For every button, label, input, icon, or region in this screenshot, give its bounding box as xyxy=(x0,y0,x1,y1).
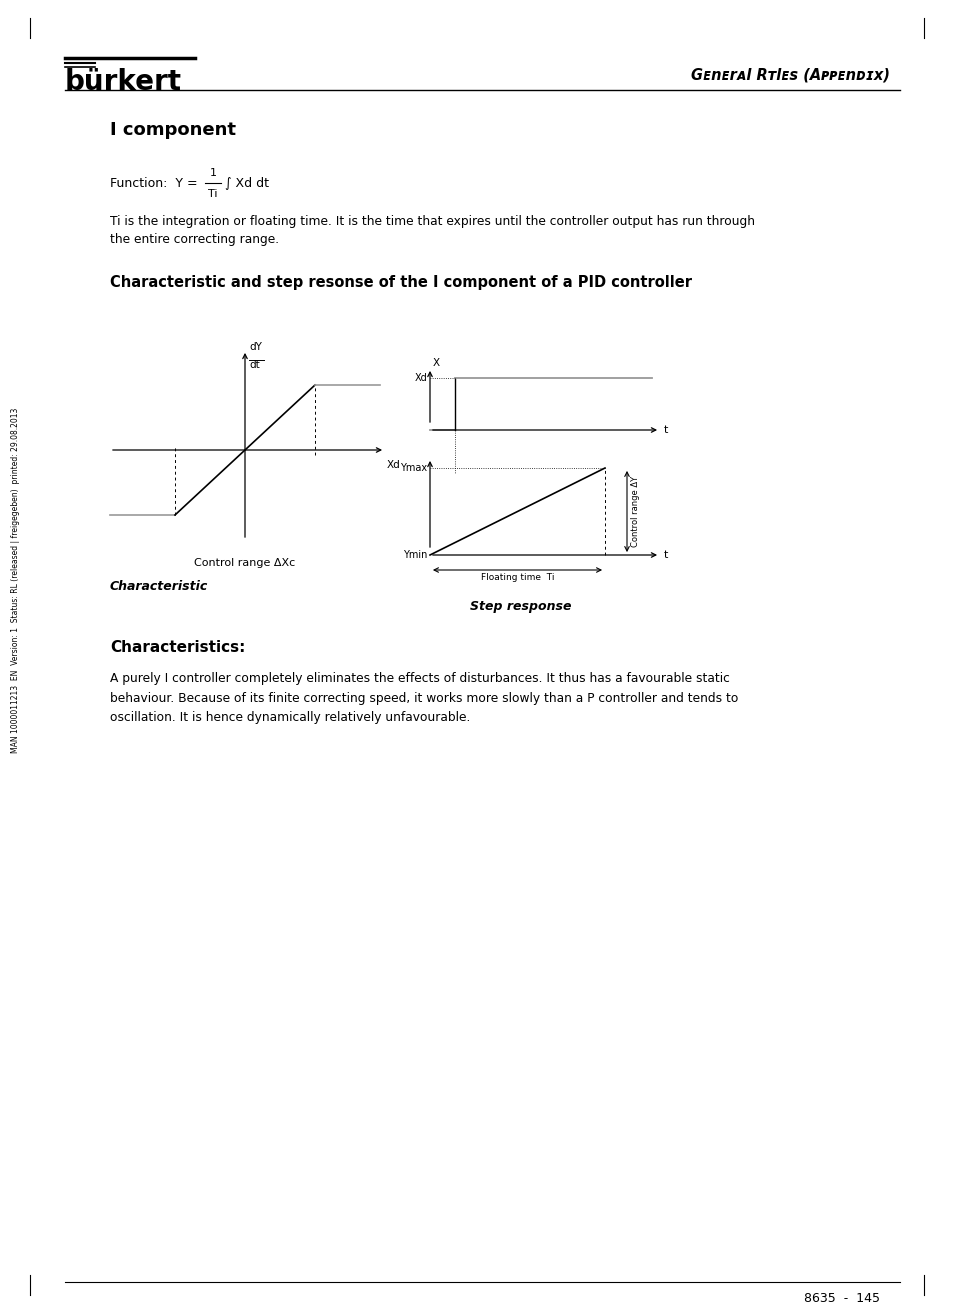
Text: 1: 1 xyxy=(210,168,216,178)
Text: t: t xyxy=(663,550,668,560)
Text: Xd: Xd xyxy=(414,373,427,383)
Text: Gᴇnᴇrᴀl Rᴛlᴇs (Aᴘᴘᴇnᴅɪx): Gᴇnᴇrᴀl Rᴛlᴇs (Aᴘᴘᴇnᴅɪx) xyxy=(690,67,889,83)
Text: X: X xyxy=(433,358,439,368)
Text: Ti is the integration or floating time. It is the time that expires until the co: Ti is the integration or floating time. … xyxy=(110,214,754,227)
Text: bürkert: bürkert xyxy=(65,68,182,96)
Text: 8635  -  145: 8635 - 145 xyxy=(803,1291,879,1304)
Text: Function:  Y =: Function: Y = xyxy=(110,176,201,189)
Text: Characteristic and step resonse of the I component of a PID controller: Characteristic and step resonse of the I… xyxy=(110,275,691,291)
Text: Step response: Step response xyxy=(470,600,571,613)
Text: Ti: Ti xyxy=(208,189,217,199)
Text: Xd: Xd xyxy=(387,460,400,469)
Text: Control range ΔY: Control range ΔY xyxy=(630,476,639,547)
Text: dt: dt xyxy=(249,360,259,370)
Text: A purely I controller completely eliminates the effects of disturbances. It thus: A purely I controller completely elimina… xyxy=(110,672,738,725)
Text: the entire correcting range.: the entire correcting range. xyxy=(110,233,279,246)
Text: Characteristic: Characteristic xyxy=(110,580,208,593)
Text: MAN 1000011213  EN  Version: 1  Status: RL (released | freigegeben)  printed: 29: MAN 1000011213 EN Version: 1 Status: RL … xyxy=(11,408,20,752)
Text: Control range ΔXc: Control range ΔXc xyxy=(194,558,295,568)
Text: I component: I component xyxy=(110,121,235,139)
Text: Ymax: Ymax xyxy=(399,463,427,473)
Text: t: t xyxy=(663,425,668,435)
Text: Characteristics:: Characteristics: xyxy=(110,640,245,655)
Text: Floating time  Ti: Floating time Ti xyxy=(480,573,554,583)
Text: ∫ Xd dt: ∫ Xd dt xyxy=(225,176,269,189)
Text: Ymin: Ymin xyxy=(402,550,427,560)
Text: dY: dY xyxy=(249,342,262,352)
